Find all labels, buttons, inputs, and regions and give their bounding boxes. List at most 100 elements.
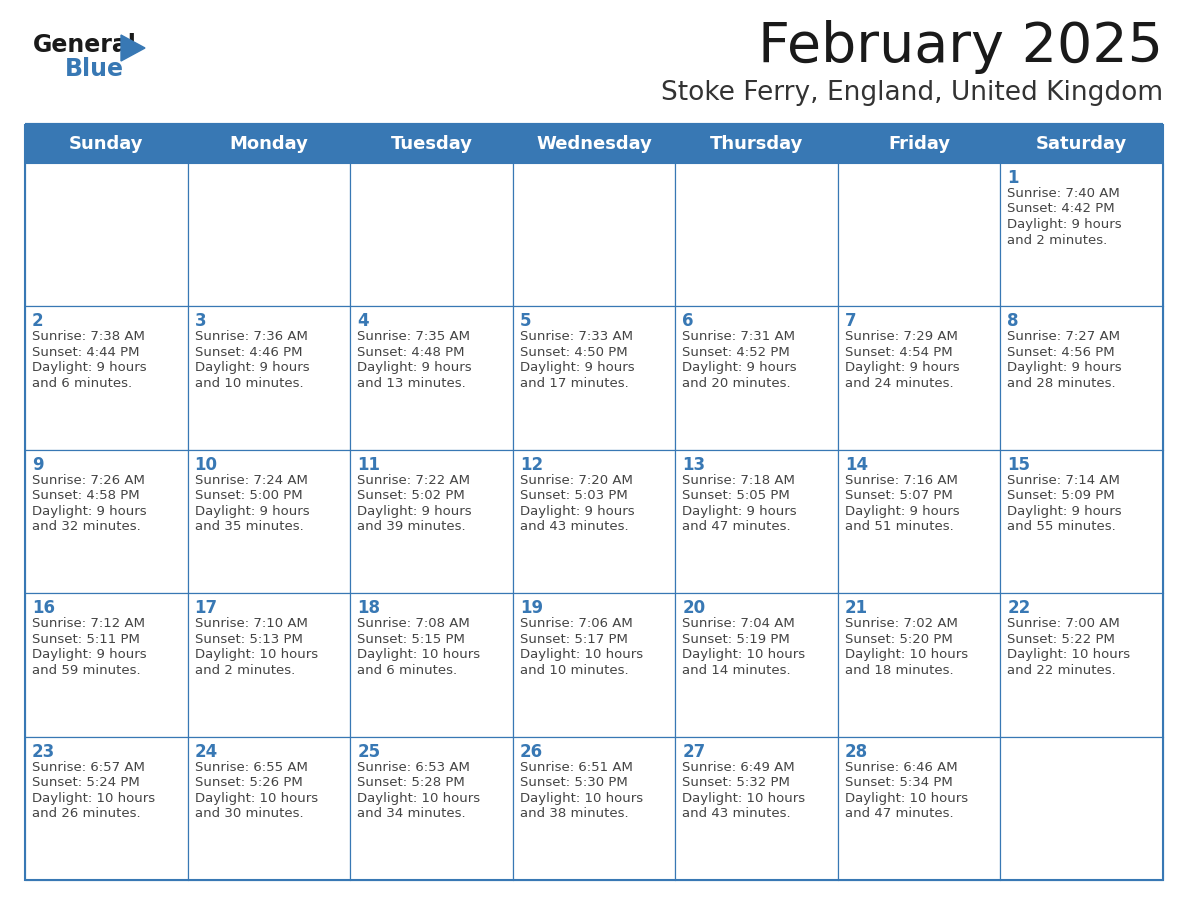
Bar: [513, 736, 675, 880]
Bar: [188, 593, 350, 736]
Text: Sunrise: 6:53 AM: Sunrise: 6:53 AM: [358, 761, 470, 774]
Text: Sunset: 5:07 PM: Sunset: 5:07 PM: [845, 489, 953, 502]
Bar: [675, 450, 838, 593]
Text: Sunrise: 7:26 AM: Sunrise: 7:26 AM: [32, 474, 145, 487]
Bar: [513, 593, 675, 736]
Text: Sunset: 5:09 PM: Sunset: 5:09 PM: [1007, 489, 1116, 502]
Text: Daylight: 10 hours: Daylight: 10 hours: [358, 648, 480, 661]
Text: 16: 16: [32, 599, 55, 617]
Text: Sunset: 5:24 PM: Sunset: 5:24 PM: [32, 776, 140, 789]
Text: Sunset: 5:19 PM: Sunset: 5:19 PM: [682, 633, 790, 645]
Text: and 34 minutes.: and 34 minutes.: [358, 807, 466, 820]
Text: 2: 2: [32, 312, 44, 330]
Text: Sunset: 4:42 PM: Sunset: 4:42 PM: [1007, 203, 1116, 216]
Text: 13: 13: [682, 456, 706, 474]
Text: 7: 7: [845, 312, 857, 330]
Bar: [350, 450, 513, 593]
Bar: [25, 163, 188, 307]
Text: Sunset: 5:28 PM: Sunset: 5:28 PM: [358, 776, 465, 789]
Text: and 38 minutes.: and 38 minutes.: [519, 807, 628, 820]
Bar: [1000, 736, 1163, 880]
Text: Daylight: 9 hours: Daylight: 9 hours: [32, 648, 146, 661]
Text: Daylight: 10 hours: Daylight: 10 hours: [195, 791, 317, 804]
Text: Daylight: 9 hours: Daylight: 9 hours: [519, 362, 634, 375]
Text: Sunrise: 6:55 AM: Sunrise: 6:55 AM: [195, 761, 308, 774]
Text: 25: 25: [358, 743, 380, 761]
Text: 4: 4: [358, 312, 368, 330]
Text: Daylight: 10 hours: Daylight: 10 hours: [845, 791, 968, 804]
Text: and 13 minutes.: and 13 minutes.: [358, 377, 466, 390]
Bar: [25, 125, 1163, 163]
Text: Sunrise: 6:57 AM: Sunrise: 6:57 AM: [32, 761, 145, 774]
Text: Daylight: 9 hours: Daylight: 9 hours: [358, 362, 472, 375]
Text: Sunrise: 7:31 AM: Sunrise: 7:31 AM: [682, 330, 795, 343]
Text: and 2 minutes.: and 2 minutes.: [1007, 233, 1107, 247]
Text: Sunrise: 7:40 AM: Sunrise: 7:40 AM: [1007, 187, 1120, 200]
Text: 28: 28: [845, 743, 868, 761]
Text: and 26 minutes.: and 26 minutes.: [32, 807, 140, 820]
Bar: [675, 593, 838, 736]
Text: Tuesday: Tuesday: [391, 135, 473, 153]
Text: and 18 minutes.: and 18 minutes.: [845, 664, 954, 677]
Text: Sunrise: 7:02 AM: Sunrise: 7:02 AM: [845, 617, 958, 630]
Text: 21: 21: [845, 599, 868, 617]
Text: Sunset: 5:26 PM: Sunset: 5:26 PM: [195, 776, 302, 789]
Bar: [675, 307, 838, 450]
Text: and 20 minutes.: and 20 minutes.: [682, 377, 791, 390]
Text: and 43 minutes.: and 43 minutes.: [682, 807, 791, 820]
Text: Daylight: 9 hours: Daylight: 9 hours: [195, 505, 309, 518]
Text: and 10 minutes.: and 10 minutes.: [195, 377, 303, 390]
Text: 20: 20: [682, 599, 706, 617]
Text: Daylight: 10 hours: Daylight: 10 hours: [32, 791, 156, 804]
Text: February 2025: February 2025: [758, 20, 1163, 74]
Text: 17: 17: [195, 599, 217, 617]
Text: Sunset: 5:02 PM: Sunset: 5:02 PM: [358, 489, 465, 502]
Text: Stoke Ferry, England, United Kingdom: Stoke Ferry, England, United Kingdom: [661, 80, 1163, 106]
Text: Daylight: 9 hours: Daylight: 9 hours: [845, 362, 960, 375]
Text: Daylight: 10 hours: Daylight: 10 hours: [519, 648, 643, 661]
Text: 27: 27: [682, 743, 706, 761]
Text: Thursday: Thursday: [710, 135, 803, 153]
Text: and 6 minutes.: and 6 minutes.: [358, 664, 457, 677]
Text: Sunset: 5:22 PM: Sunset: 5:22 PM: [1007, 633, 1116, 645]
Text: Daylight: 9 hours: Daylight: 9 hours: [32, 362, 146, 375]
Text: Sunrise: 7:06 AM: Sunrise: 7:06 AM: [519, 617, 632, 630]
Bar: [1000, 307, 1163, 450]
Text: 5: 5: [519, 312, 531, 330]
Text: and 32 minutes.: and 32 minutes.: [32, 521, 140, 533]
Text: Sunrise: 7:33 AM: Sunrise: 7:33 AM: [519, 330, 633, 343]
Text: Sunrise: 7:08 AM: Sunrise: 7:08 AM: [358, 617, 470, 630]
Bar: [838, 163, 1000, 307]
Text: and 35 minutes.: and 35 minutes.: [195, 521, 303, 533]
Text: 3: 3: [195, 312, 207, 330]
Text: 14: 14: [845, 456, 868, 474]
Text: Daylight: 9 hours: Daylight: 9 hours: [32, 505, 146, 518]
Bar: [188, 163, 350, 307]
Text: Sunrise: 7:10 AM: Sunrise: 7:10 AM: [195, 617, 308, 630]
Text: Daylight: 9 hours: Daylight: 9 hours: [1007, 218, 1121, 231]
Text: Sunset: 5:15 PM: Sunset: 5:15 PM: [358, 633, 465, 645]
Text: 22: 22: [1007, 599, 1031, 617]
Text: and 43 minutes.: and 43 minutes.: [519, 521, 628, 533]
Text: 1: 1: [1007, 169, 1019, 187]
Bar: [1000, 450, 1163, 593]
Text: Sunset: 5:20 PM: Sunset: 5:20 PM: [845, 633, 953, 645]
Text: Daylight: 9 hours: Daylight: 9 hours: [1007, 505, 1121, 518]
Text: Daylight: 10 hours: Daylight: 10 hours: [1007, 648, 1131, 661]
Text: Sunset: 5:34 PM: Sunset: 5:34 PM: [845, 776, 953, 789]
Text: Daylight: 10 hours: Daylight: 10 hours: [682, 791, 805, 804]
Bar: [675, 736, 838, 880]
Text: Sunset: 5:17 PM: Sunset: 5:17 PM: [519, 633, 627, 645]
Text: Daylight: 10 hours: Daylight: 10 hours: [682, 648, 805, 661]
Text: Sunrise: 7:04 AM: Sunrise: 7:04 AM: [682, 617, 795, 630]
Bar: [188, 450, 350, 593]
Text: and 39 minutes.: and 39 minutes.: [358, 521, 466, 533]
Text: 19: 19: [519, 599, 543, 617]
Text: and 14 minutes.: and 14 minutes.: [682, 664, 791, 677]
Bar: [1000, 593, 1163, 736]
Text: Daylight: 9 hours: Daylight: 9 hours: [845, 505, 960, 518]
Text: Friday: Friday: [889, 135, 950, 153]
Bar: [350, 593, 513, 736]
Text: 23: 23: [32, 743, 56, 761]
Bar: [25, 593, 188, 736]
